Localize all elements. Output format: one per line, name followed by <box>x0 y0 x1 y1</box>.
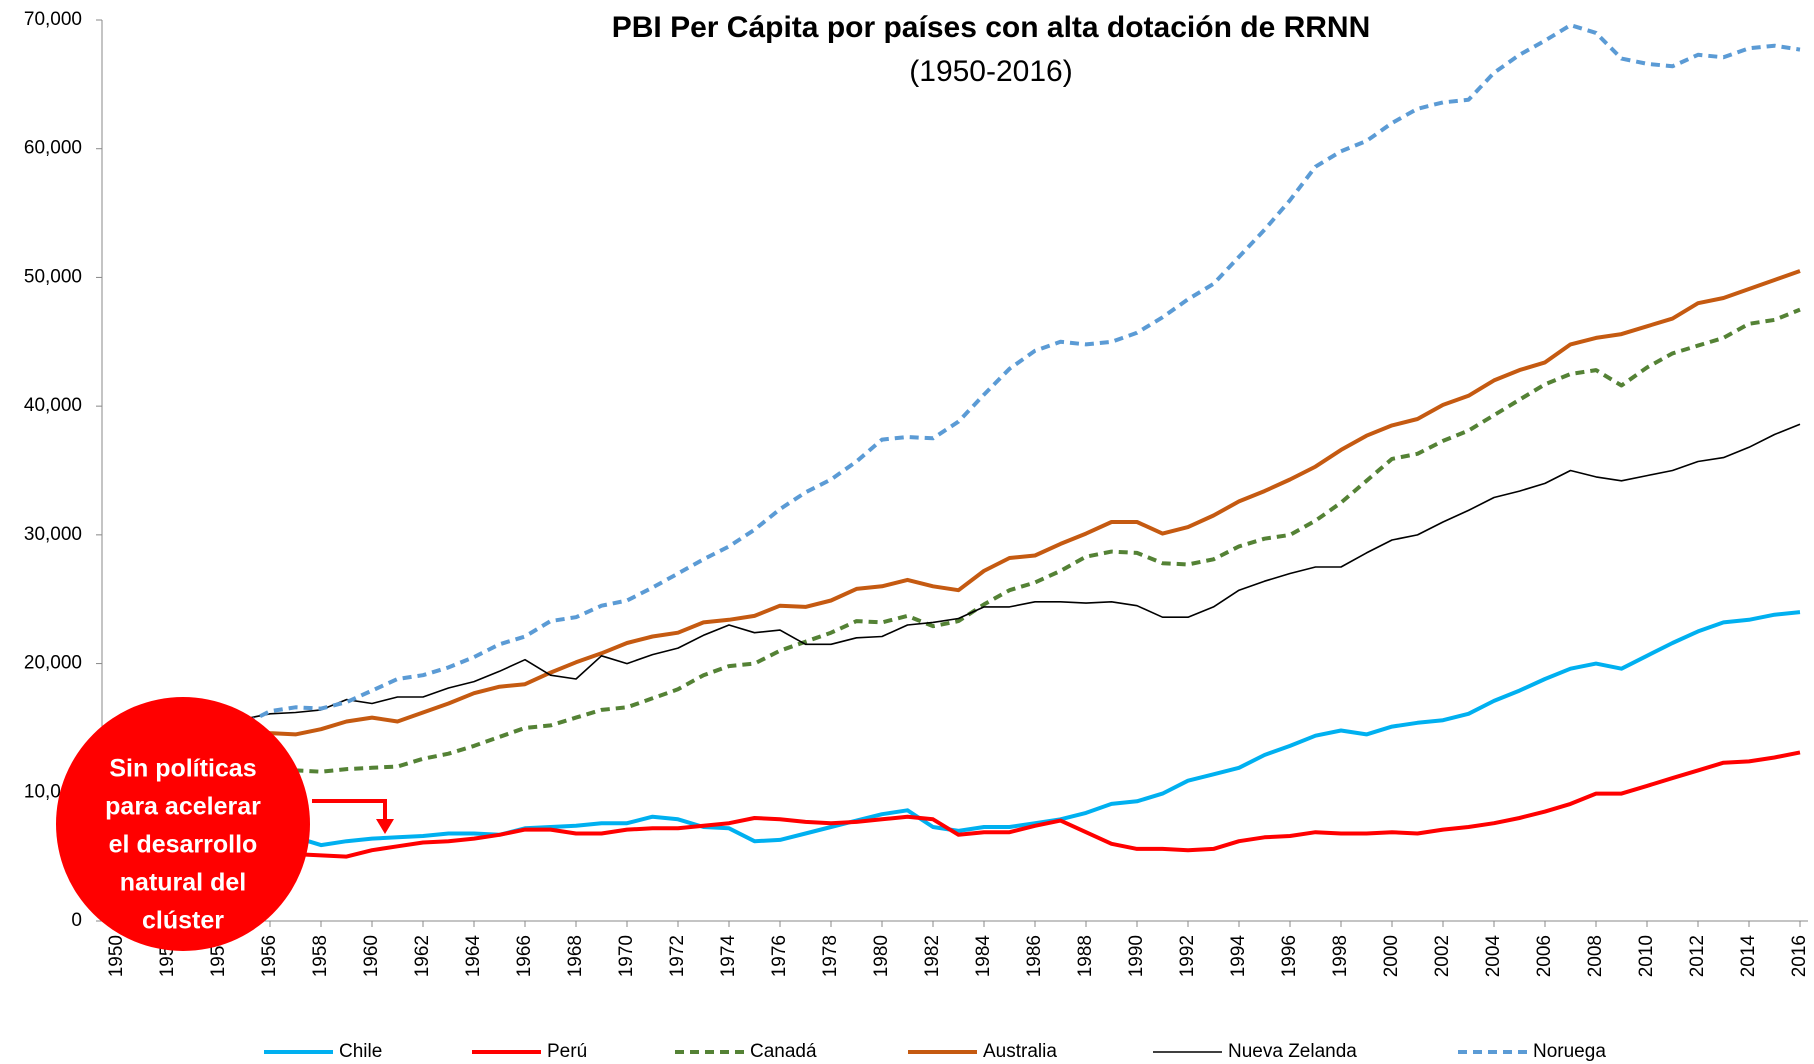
x-tick-label: 2010 <box>1636 935 1657 977</box>
x-tick-label: 1966 <box>514 935 535 977</box>
annotation-arrowhead <box>376 819 394 834</box>
legend-label: Chile <box>339 1041 382 1062</box>
x-tick-label: 1988 <box>1075 935 1096 977</box>
x-tick-label: 1998 <box>1330 935 1351 977</box>
x-tick-label: 2000 <box>1381 935 1402 977</box>
x-tick-label: 1964 <box>463 935 484 978</box>
y-tick-label: 30,000 <box>24 524 82 545</box>
y-tick-label: 20,000 <box>24 653 82 674</box>
annotation-text: para acelerar <box>105 793 261 821</box>
annotation-text: el desarrollo <box>109 831 258 859</box>
chart-subtitle: (1950-2016) <box>909 55 1072 88</box>
legend-label: Noruega <box>1533 1041 1606 1062</box>
x-tick-label: 2016 <box>1789 935 1810 977</box>
x-tick-label: 1980 <box>871 935 892 977</box>
x-tick-label: 2006 <box>1534 935 1555 977</box>
x-tick-label: 2014 <box>1738 935 1759 978</box>
x-tick-label: 1958 <box>310 935 331 977</box>
y-tick-label: 50,000 <box>24 266 82 287</box>
x-tick-label: 1992 <box>1177 935 1198 977</box>
y-tick-label: 0 <box>71 910 82 931</box>
annotation-text: clúster <box>142 907 224 935</box>
annotation-text: Sin políticas <box>109 755 256 783</box>
y-tick-label: 40,000 <box>24 395 82 416</box>
x-tick-label: 1976 <box>769 935 790 977</box>
x-tick-label: 1996 <box>1279 935 1300 977</box>
series-line <box>116 23 1801 762</box>
x-tick-label: 2012 <box>1687 935 1708 977</box>
x-tick-label: 1994 <box>1228 935 1249 978</box>
x-tick-label: 2002 <box>1432 935 1453 977</box>
y-tick-label: 70,000 <box>24 9 82 30</box>
series-line <box>116 750 1801 866</box>
x-tick-label: 1984 <box>973 935 994 978</box>
annotation-text: natural del <box>120 869 246 897</box>
x-tick-label: 1968 <box>565 935 586 977</box>
y-tick-label: 60,000 <box>24 138 82 159</box>
x-tick-label: 2008 <box>1585 935 1606 977</box>
series-line <box>116 269 1801 750</box>
x-tick-label: 2004 <box>1483 935 1504 978</box>
chart-title: PBI Per Cápita por países con alta dotac… <box>612 11 1371 44</box>
legend-label: Australia <box>983 1041 1057 1062</box>
annotation-arrow <box>312 799 387 822</box>
series-line <box>116 307 1801 788</box>
legend-label: Nueva Zelanda <box>1228 1041 1357 1062</box>
x-tick-label: 1972 <box>667 935 688 977</box>
x-tick-label: 1990 <box>1126 935 1147 977</box>
x-tick-label: 1956 <box>259 935 280 977</box>
x-tick-label: 1978 <box>820 935 841 977</box>
x-tick-label: 1970 <box>616 935 637 977</box>
series-line <box>116 423 1801 736</box>
legend-label: Canadá <box>750 1041 817 1062</box>
x-tick-label: 1986 <box>1024 935 1045 977</box>
x-tick-label: 1962 <box>412 935 433 977</box>
series-line <box>116 610 1801 853</box>
x-tick-label: 1982 <box>922 935 943 977</box>
x-tick-label: 1950 <box>106 935 127 977</box>
x-tick-label: 1960 <box>361 935 382 977</box>
legend-label: Perú <box>547 1041 587 1062</box>
x-tick-label: 1974 <box>718 935 739 978</box>
annotation-circle <box>56 697 310 951</box>
